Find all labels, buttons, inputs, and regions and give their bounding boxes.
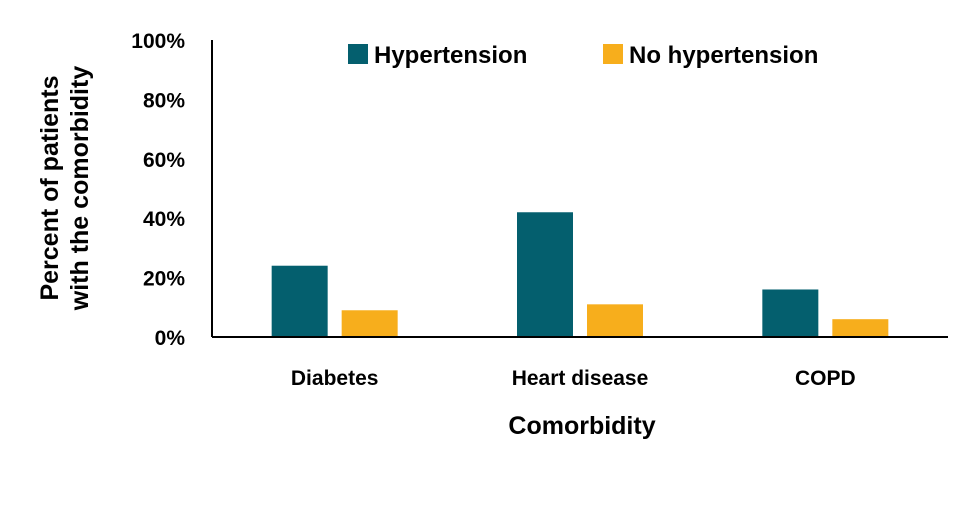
x-axis-categories: Diabetes Heart disease COPD: [291, 367, 856, 390]
y-axis-title-line-1: Percent of patients: [36, 75, 64, 300]
legend-swatch-no-hypertension: [603, 44, 623, 64]
y-tick-label: 20%: [143, 268, 185, 291]
y-axis-title-line-2: with the comorbidity: [66, 66, 94, 312]
legend-label-no-hypertension: No hypertension: [629, 42, 818, 69]
x-axis-title: Comorbidity: [508, 412, 655, 440]
y-axis-ticks: 0% 20% 40% 60% 80% 100%: [131, 30, 185, 350]
legend-swatch-hypertension: [348, 44, 368, 64]
x-category-label-copd: COPD: [795, 367, 856, 390]
y-tick-label: 40%: [143, 208, 185, 231]
y-tick-label: 100%: [131, 30, 185, 53]
bar-diabetes-hypertension: [271, 265, 328, 337]
bar-diabetes-no-hypertension: [341, 310, 398, 337]
y-tick-label: 0%: [155, 327, 186, 350]
y-tick-label: 80%: [143, 89, 185, 112]
bar-copd-hypertension: [762, 289, 819, 337]
legend: Hypertension No hypertension: [348, 42, 818, 69]
bars: [271, 212, 889, 337]
x-category-label-diabetes: Diabetes: [291, 367, 379, 390]
y-tick-label: 60%: [143, 149, 185, 172]
bar-heart-disease-no-hypertension: [587, 304, 643, 337]
y-axis-title: Percent of patients with the comorbidity: [36, 66, 94, 312]
legend-label-hypertension: Hypertension: [374, 42, 527, 69]
x-category-label-heart-disease: Heart disease: [512, 367, 649, 390]
bar-copd-no-hypertension: [832, 319, 889, 337]
bar-heart-disease-hypertension: [517, 212, 573, 337]
